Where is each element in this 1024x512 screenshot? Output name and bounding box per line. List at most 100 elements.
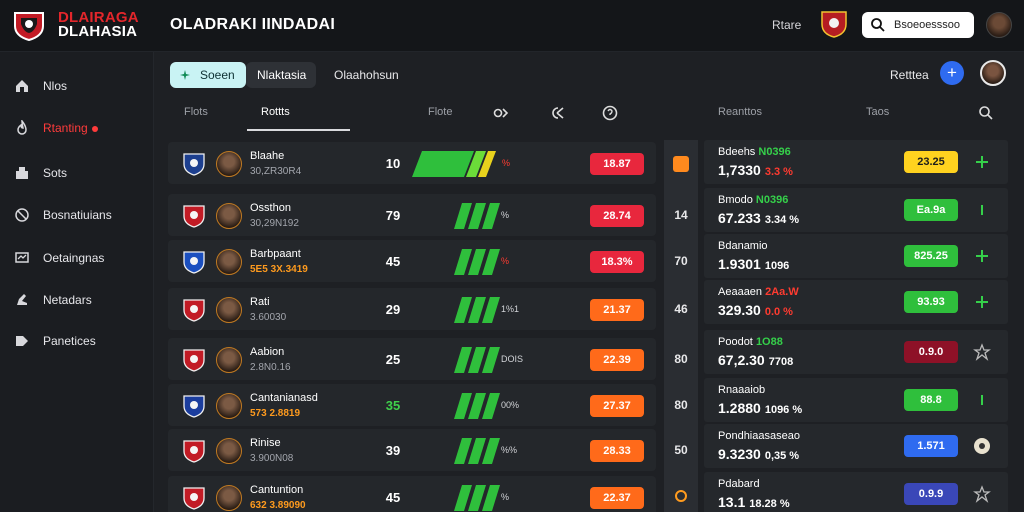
sidebar-item-5[interactable]: Netadars (0, 282, 154, 318)
table-row[interactable]: Cantanianasd 573 2.8819 35 00% 27.37 (154, 384, 664, 428)
table-row[interactable]: Rati 3.60030 29 1%1 21.37 (154, 288, 664, 332)
stats-icon (16, 167, 28, 179)
column-header-1[interactable]: Flots (184, 106, 208, 118)
market-name-text: Bmodo (718, 194, 753, 206)
search-box[interactable]: Bsoeoesssoo (862, 12, 974, 38)
right-panel: Bdeehs N0396 1,7330 3.3 % 23.25 Bmodo N0396 6… (704, 140, 1008, 512)
list-item[interactable]: Bdanamio 1.9301 1096 825.25 (704, 234, 1008, 280)
team-crest-icon (183, 487, 205, 510)
odds-chip[interactable]: 88.8 (904, 389, 958, 411)
right-header-1[interactable]: Reanttos (718, 106, 763, 118)
list-item[interactable]: Aeaaaen 2Aa.W 329.30 0.0 % 93.93 (704, 280, 1008, 326)
row-background (168, 142, 656, 184)
brand-name[interactable]: DLAIRAGA DLAHASIA (58, 10, 139, 39)
info-icon[interactable] (972, 390, 992, 410)
tab-tertiary[interactable]: Olaahohsun (334, 62, 414, 88)
ball-icon[interactable] (972, 436, 992, 456)
table-row[interactable]: Cantuntion 632 3.89090 45% 22.37 (154, 476, 664, 512)
search-icon (871, 18, 885, 32)
plus-icon[interactable] (972, 152, 992, 172)
odds-chip[interactable]: 27.37 (590, 395, 644, 417)
bar-segment (482, 203, 500, 229)
coin-icon (675, 490, 687, 502)
bar-segment (482, 297, 500, 323)
table-row[interactable]: Aabion 2.8N0.16 25 DOIS 22.39 (154, 338, 664, 382)
bar-segment (468, 203, 486, 229)
top-bar: DLAIRAGA DLAHASIA OLADRAKI IINDADAI Rtar… (0, 0, 1024, 52)
sidebar-item-3[interactable]: Bosnatiuians (0, 197, 154, 233)
sidebar-item-1[interactable]: Rtanting (0, 110, 154, 146)
odds-chip[interactable]: 22.39 (590, 349, 644, 371)
market-change: 1096 % (764, 404, 803, 416)
odds-chip[interactable]: 28.33 (590, 440, 644, 462)
odds-chip[interactable]: 0.9.0 (904, 341, 958, 363)
sidebar-item-2[interactable]: Sots (0, 155, 154, 191)
bar-segment (482, 438, 500, 464)
user-avatar[interactable] (986, 12, 1012, 38)
team-badge-icon[interactable] (820, 9, 848, 39)
tab-secondary[interactable]: Nlaktasia (246, 62, 316, 88)
right-header-2[interactable]: Taos (866, 106, 890, 118)
top-nav-link[interactable]: Rtare (772, 18, 802, 32)
table-row[interactable]: Blaahe 30,ZR30R4 10% 18.87 (154, 142, 664, 186)
market-name-text: Poodot (718, 336, 753, 348)
list-item[interactable]: Rnaaaiob 1.2880 1096 % 88.8 (704, 378, 1008, 424)
player-score: 35 (385, 398, 401, 413)
column-header-2[interactable]: Rottts (261, 106, 290, 118)
player-meta: 2.8N0.16 (250, 362, 291, 373)
market-value: 67,2.30 7708 (718, 352, 793, 368)
table-row[interactable]: Rinise 3.900N08 39%% 28.33 (154, 429, 664, 473)
profile-avatar[interactable] (980, 60, 1006, 86)
star-icon[interactable] (972, 484, 992, 504)
compare-icon[interactable] (549, 105, 565, 121)
market-name-text: Aeaaaen (718, 286, 763, 298)
odds-chip[interactable]: 23.25 (904, 151, 958, 173)
add-button[interactable]: + (940, 61, 964, 85)
odds-chip[interactable]: 22.37 (590, 487, 644, 509)
sidebar-item-label: Oetaingnas (43, 251, 105, 265)
list-item[interactable]: Pondhiaasaseao 9.3230 0,35 % 1.571 (704, 424, 1008, 470)
flame-icon (17, 120, 27, 135)
list-item[interactable]: Bmodo N0396 67.233 3.34 % Ea.9a (704, 188, 1008, 234)
table-row[interactable]: Barbpaant 5E5 3X.3419 45% 18.3% (154, 240, 664, 284)
sidebar-item-4[interactable]: Oetaingnas (0, 240, 154, 276)
bar-segment (468, 393, 486, 419)
player-meta: 3.60030 (250, 312, 287, 323)
list-item[interactable]: Pdabard 13.1 18.28 % 0.9.9 (704, 472, 1008, 512)
column-header-3[interactable]: Flote (428, 106, 453, 118)
market-change: 18.28 % (749, 498, 790, 510)
rank-value: 50 (674, 443, 688, 457)
bar-segment (482, 485, 500, 511)
odds-chip[interactable]: 1.571 (904, 435, 958, 457)
team-crest-icon (183, 205, 205, 228)
market-name-text: Pondhiaasaseao (718, 430, 800, 442)
market-accent: 2Aa.W (765, 286, 799, 298)
search-icon[interactable] (978, 105, 994, 121)
star-icon[interactable] (972, 342, 992, 362)
info-icon[interactable] (972, 200, 992, 220)
market-value-text: 329.30 (718, 302, 761, 318)
list-item[interactable]: Bdeehs N0396 1,7330 3.3 % 23.25 (704, 140, 1008, 186)
odds-chip[interactable]: 18.87 (590, 153, 644, 175)
player-score: 10 (385, 156, 401, 171)
odds-chip[interactable]: 825.25 (904, 245, 958, 267)
player-score: 25 (385, 352, 401, 367)
tab-primary[interactable]: Soeen (170, 62, 246, 88)
odds-chip[interactable]: 28.74 (590, 205, 644, 227)
plus-icon[interactable] (972, 246, 992, 266)
brand-crest-icon[interactable] (12, 8, 46, 42)
table-row[interactable]: Ossthon 30,29N192 79% 28.74 (154, 194, 664, 238)
odds-chip[interactable]: Ea.9a (904, 199, 958, 221)
bar-label: % (502, 158, 511, 168)
odds-chip[interactable]: 93.93 (904, 291, 958, 313)
swap-icon[interactable] (493, 105, 509, 121)
search-placeholder: Bsoeoesssoo (894, 19, 961, 31)
odds-chip[interactable]: 0.9.9 (904, 483, 958, 505)
sidebar-item-0[interactable]: Nlos (0, 68, 154, 104)
list-item[interactable]: Poodot 1O88 67,2.30 7708 0.9.0 (704, 330, 1008, 376)
info-circle-icon[interactable] (602, 105, 618, 121)
odds-chip[interactable]: 21.37 (590, 299, 644, 321)
odds-chip[interactable]: 18.3% (590, 251, 644, 273)
plus-icon[interactable] (972, 292, 992, 312)
sidebar-item-6[interactable]: Panetices (0, 323, 154, 359)
